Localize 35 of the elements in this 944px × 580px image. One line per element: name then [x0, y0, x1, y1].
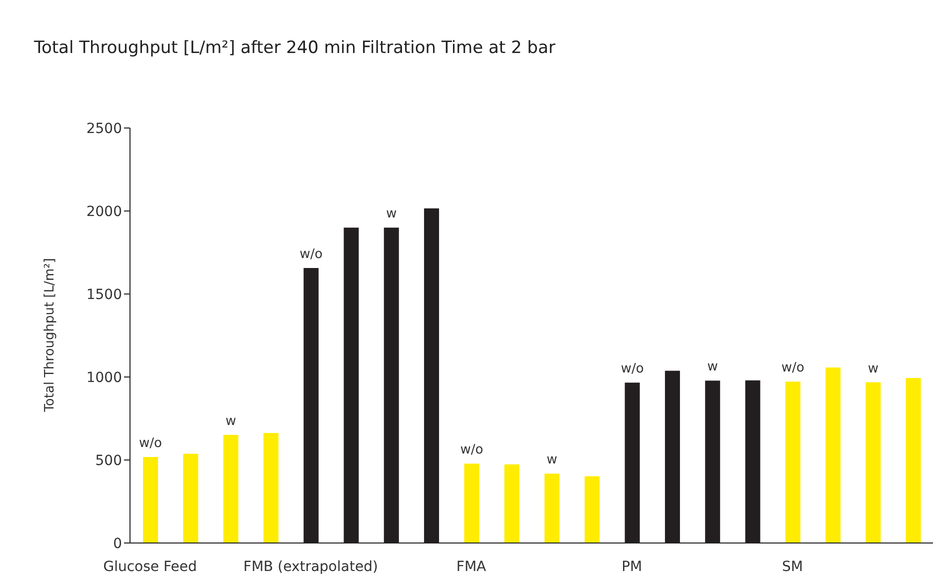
- bar: [584, 476, 600, 543]
- bar: [785, 382, 800, 543]
- data-label: w: [386, 206, 398, 222]
- x-tick-label: Glucose Feed: [103, 559, 197, 575]
- data-label: w: [546, 452, 558, 468]
- data-label: w/o: [460, 442, 484, 458]
- y-tick-label: 1500: [86, 286, 122, 303]
- data-label: w/o: [620, 362, 644, 377]
- bar: [866, 382, 881, 543]
- bar: [906, 378, 921, 543]
- chart-title: Total Throughput [L/m²] after 240 min Filtration Time at 2 bar: [34, 38, 556, 58]
- x-tick-label: FMB (extrapolated): [243, 559, 378, 575]
- y-tick-label: 2000: [86, 204, 122, 220]
- data-label: w/o: [300, 246, 323, 262]
- data-label: w/o: [781, 360, 804, 376]
- bar: [464, 464, 480, 543]
- bar: [826, 368, 841, 543]
- bar: [544, 474, 560, 543]
- y-tick-label: 0: [113, 536, 122, 552]
- y-tick-label: 2500: [86, 120, 122, 137]
- bar: [504, 464, 520, 543]
- bar: [183, 454, 198, 543]
- y-tick-label: 500: [95, 452, 122, 469]
- bar: [143, 457, 158, 543]
- y-axis-title: Total Throughput [L/m²]: [42, 258, 58, 412]
- bar: [223, 434, 238, 543]
- x-tick-label: FMA: [456, 559, 487, 575]
- bar: [263, 432, 278, 543]
- x-tick-label: PM: [622, 559, 642, 575]
- x-tick-label: SM: [782, 559, 803, 575]
- y-tick-label: 1000: [86, 370, 122, 386]
- data-label: w: [225, 414, 236, 429]
- data-label: w: [868, 361, 879, 376]
- data-label: w/o: [139, 436, 162, 452]
- data-label: w: [707, 360, 718, 375]
